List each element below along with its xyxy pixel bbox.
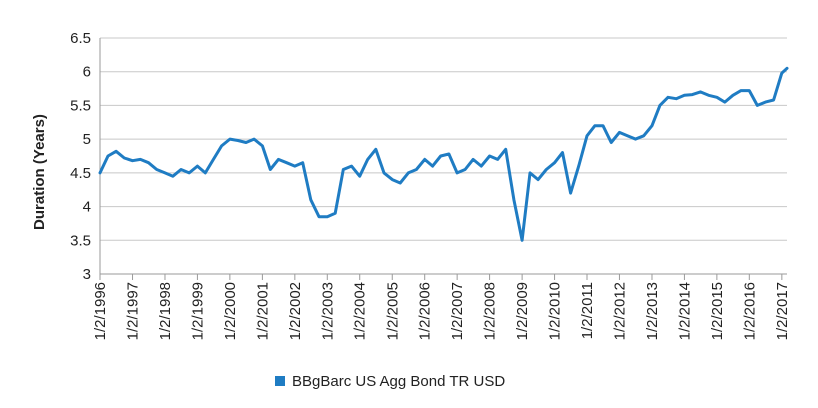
x-tick-label: 1/2/2007 <box>449 282 466 340</box>
x-tick-label: 1/2/2017 <box>774 282 791 340</box>
y-tick-label: 6 <box>83 64 91 81</box>
x-tick-label: 1/2/2001 <box>254 282 271 340</box>
series-line-0 <box>98 66 789 242</box>
x-tick-labels: 1/2/1996 1/2/1997 1/2/1998 1/2/1999 1/2/2000… <box>92 274 791 340</box>
legend-swatch <box>275 376 285 386</box>
x-tick-label: 1/2/2011 <box>579 282 596 339</box>
y-tick-label: 5 <box>83 131 91 148</box>
axes <box>99 38 787 275</box>
x-tick-label: 1/2/2003 <box>319 282 336 340</box>
legend-label: BBgBarc US Agg Bond TR USD <box>292 373 505 390</box>
y-tick-label: 3 <box>83 266 91 283</box>
x-tick-label: 1/2/2016 <box>741 282 758 340</box>
x-tick-label: 1/2/1999 <box>189 282 206 340</box>
x-tick-label: 1/2/2005 <box>384 282 401 340</box>
x-tick-label: 1/2/2000 <box>222 282 239 340</box>
x-tick-label: 1/2/1996 <box>92 282 109 340</box>
y-tick-label: 3.5 <box>70 232 91 249</box>
x-tick-label: 1/2/2006 <box>417 282 434 340</box>
y-tick-label: 4.5 <box>70 165 91 182</box>
x-tick-label: 1/2/2002 <box>287 282 304 340</box>
x-tick-label: 1/2/1997 <box>125 282 142 340</box>
y-tick-label: 6.5 <box>70 30 91 47</box>
x-tick-label: 1/2/2010 <box>547 282 564 340</box>
series-lines <box>98 66 789 242</box>
x-tick-label: 1/2/2015 <box>709 282 726 340</box>
x-tick-label: 1/2/2008 <box>482 282 499 340</box>
x-tick-label: 1/2/2009 <box>514 282 531 340</box>
y-tick-labels: 3 3.5 4 4.5 5 5.5 6 6.5 <box>70 30 91 283</box>
x-tick-label: 1/2/2014 <box>676 282 693 340</box>
x-tick-label: 1/2/2012 <box>611 282 628 340</box>
legend: BBgBarc US Agg Bond TR USD <box>275 373 505 390</box>
y-tick-label: 4 <box>83 199 91 216</box>
y-axis-title: Duration (Years) <box>31 114 48 230</box>
x-tick-label: 1/2/2013 <box>644 282 661 340</box>
x-tick-label: 1/2/1998 <box>157 282 174 340</box>
gridlines <box>100 37 787 275</box>
y-tick-label: 5.5 <box>70 97 91 114</box>
x-tick-label: 1/2/2004 <box>352 282 369 340</box>
